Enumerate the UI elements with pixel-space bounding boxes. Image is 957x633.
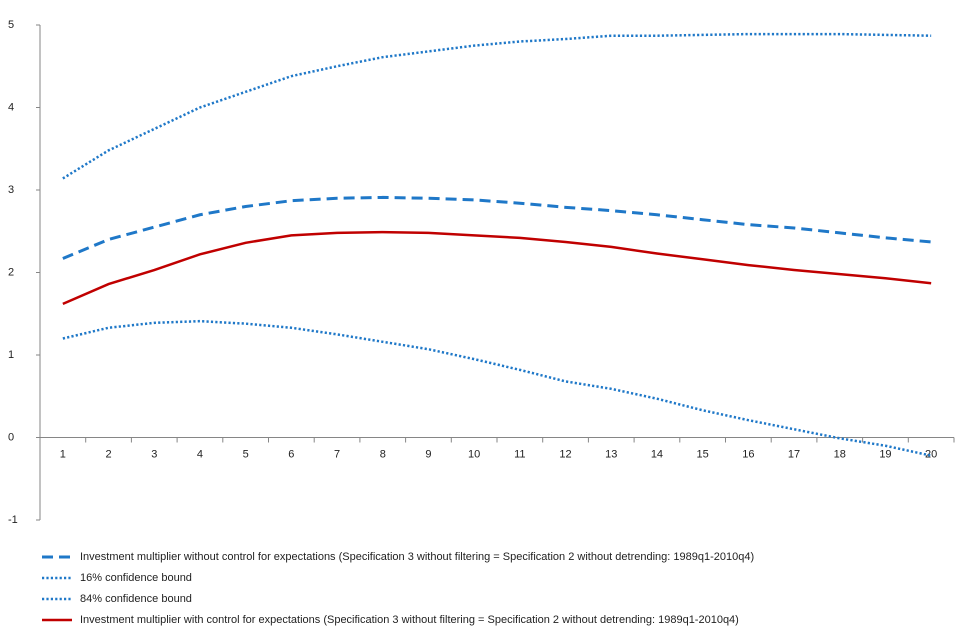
x-tick-label: 14	[651, 448, 663, 460]
y-tick-label: -1	[8, 514, 18, 526]
x-tick-label: 2	[105, 448, 111, 460]
y-tick-label: 0	[8, 431, 14, 443]
y-tick-label: 3	[8, 184, 14, 196]
legend-label: 16% confidence bound	[80, 572, 192, 584]
y-tick-label: 5	[8, 19, 14, 31]
x-tick-label: 9	[425, 448, 431, 460]
x-tick-label: 11	[514, 448, 525, 460]
x-tick-label: 17	[788, 448, 800, 460]
x-tick-label: 19	[879, 448, 891, 460]
x-tick-label: 13	[605, 448, 617, 460]
x-tick-label: 12	[559, 448, 571, 460]
series-line	[62, 195, 932, 260]
x-tick-label: 10	[468, 448, 480, 460]
legend-label: Investment multiplier with control for e…	[80, 614, 739, 626]
x-tick-label: 16	[742, 448, 754, 460]
y-tick-label: 4	[8, 101, 14, 113]
series-line	[62, 319, 932, 457]
x-tick-label: 7	[334, 448, 340, 460]
legend-label: Investment multiplier without control fo…	[80, 551, 754, 563]
series-line	[62, 230, 932, 305]
x-tick-label: 5	[243, 448, 249, 460]
y-tick-label: 1	[8, 349, 14, 361]
x-tick-label: 4	[197, 448, 203, 460]
x-tick-label: 18	[834, 448, 846, 460]
x-tick-label: 3	[151, 448, 157, 460]
legend-label: 84% confidence bound	[80, 593, 192, 605]
x-tick-label: 20	[925, 448, 937, 460]
x-tick-label: 8	[380, 448, 386, 460]
x-tick-label: 6	[288, 448, 294, 460]
y-tick-label: 2	[8, 266, 14, 278]
x-tick-label: 15	[697, 448, 709, 460]
series-line	[62, 32, 932, 180]
x-tick-label: 1	[60, 448, 66, 460]
